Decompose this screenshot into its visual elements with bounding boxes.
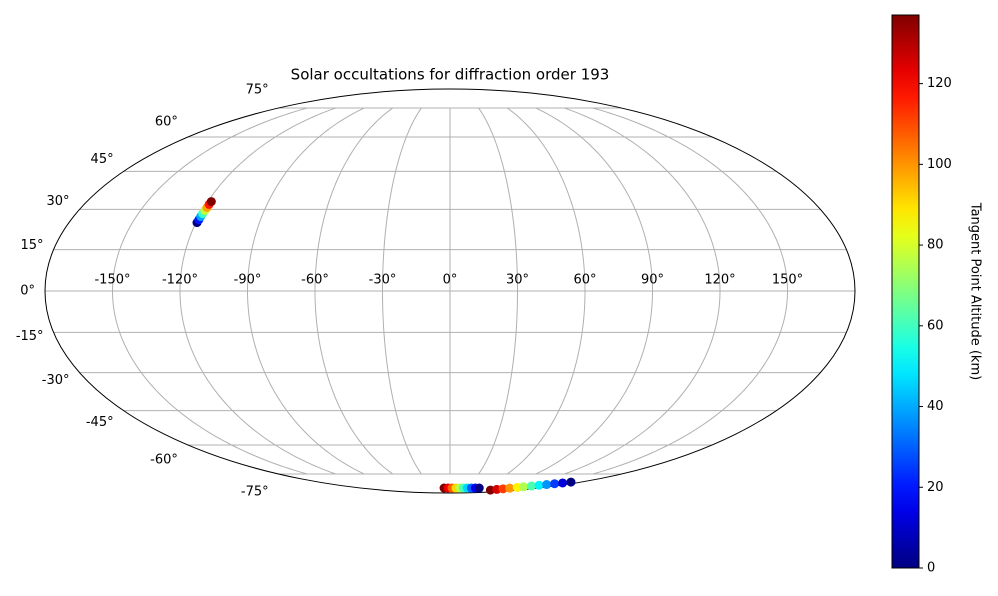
colorbar-tick-label: 60 bbox=[927, 318, 944, 333]
data-point bbox=[558, 478, 568, 488]
colorbar-tick-label: 100 bbox=[927, 157, 952, 172]
y-tick-label: 60° bbox=[155, 114, 178, 129]
colorbar-tick-label: 0 bbox=[927, 561, 935, 576]
x-tick-label: 90° bbox=[641, 273, 664, 288]
x-tick-label: 120° bbox=[704, 273, 735, 288]
y-tick-label: -75° bbox=[241, 485, 269, 500]
data-point bbox=[505, 483, 515, 493]
data-point bbox=[526, 481, 536, 491]
grid-line bbox=[179, 107, 336, 475]
grid-line bbox=[564, 107, 721, 475]
data-point bbox=[474, 483, 484, 493]
x-tick-label: -30° bbox=[369, 273, 397, 288]
x-tick-label: -90° bbox=[234, 273, 262, 288]
data-point bbox=[206, 197, 216, 207]
map-outline bbox=[44, 88, 856, 494]
y-tick-label: 30° bbox=[46, 194, 69, 209]
x-tick-label: 60° bbox=[573, 273, 596, 288]
grid-line bbox=[246, 107, 365, 475]
grid-line bbox=[314, 107, 394, 475]
x-tick-label: 0° bbox=[443, 273, 458, 288]
x-tick-label: 30° bbox=[506, 273, 529, 288]
colorbar bbox=[891, 14, 920, 569]
x-tick-label: -120° bbox=[162, 273, 198, 288]
data-point bbox=[566, 477, 576, 487]
y-tick-label: 75° bbox=[246, 82, 269, 97]
y-tick-label: -45° bbox=[86, 415, 114, 430]
y-tick-label: -15° bbox=[16, 329, 44, 344]
y-tick-label: 15° bbox=[21, 238, 44, 253]
grid-line bbox=[478, 107, 519, 475]
colorbar-tick-label: 80 bbox=[927, 238, 944, 253]
y-tick-label: 0° bbox=[20, 284, 35, 299]
y-tick-label: -30° bbox=[42, 373, 70, 388]
y-tick-label: -60° bbox=[150, 453, 178, 468]
colorbar-label: Tangent Point Altitude (km) bbox=[968, 202, 983, 380]
colorbar-tick-label: 120 bbox=[927, 76, 952, 91]
data-point bbox=[534, 480, 544, 490]
data-point bbox=[519, 482, 529, 492]
data-point bbox=[542, 480, 552, 490]
x-tick-label: -150° bbox=[94, 273, 130, 288]
grid-line bbox=[381, 107, 422, 475]
colorbar-tick-label: 40 bbox=[927, 399, 944, 414]
grid-line bbox=[592, 107, 789, 475]
x-tick-label: 150° bbox=[772, 273, 803, 288]
grid-line bbox=[535, 107, 654, 475]
chart-title: Solar occultations for diffraction order… bbox=[291, 66, 610, 84]
x-tick-label: -60° bbox=[301, 273, 329, 288]
colorbar-tick-label: 20 bbox=[927, 480, 944, 495]
grid-line bbox=[111, 107, 308, 475]
data-point bbox=[498, 484, 508, 494]
y-tick-label: 45° bbox=[91, 152, 114, 167]
data-point bbox=[550, 479, 560, 489]
grid-line bbox=[506, 107, 586, 475]
